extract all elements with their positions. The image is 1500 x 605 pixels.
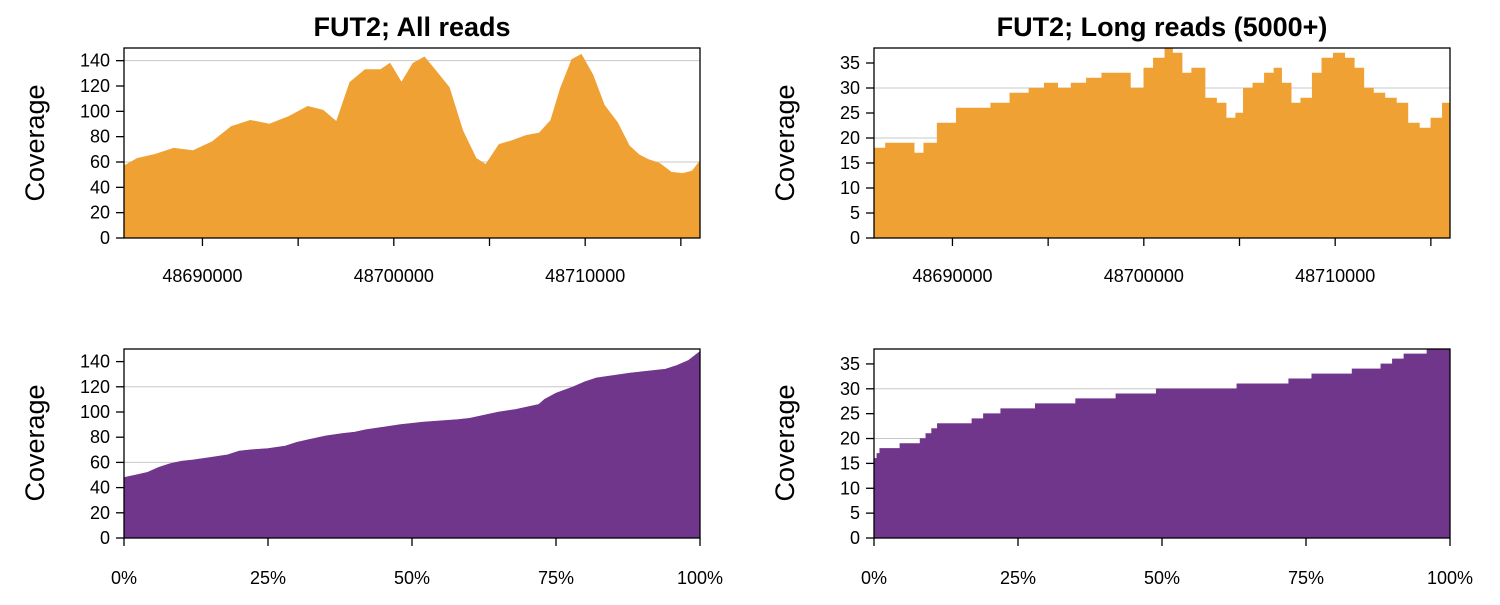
x-tick-label: 100% [677,568,723,588]
x-tick-label: 48700000 [1104,266,1184,286]
y-axis-label: Coverage [20,384,50,501]
coverage-area [124,54,700,238]
x-tick-label: 25% [250,568,286,588]
y-tick-label: 0 [850,528,860,548]
coverage-area [874,48,1450,238]
y-tick-label: 20 [90,503,110,523]
x-tick-label: 48710000 [1295,266,1375,286]
y-tick-label: 15 [840,153,860,173]
x-tick-label: 50% [394,568,430,588]
panel-all-reads-coverage: FUT2; All reads Coverage 0 20 40 60 80 100 120… [20,12,700,286]
y-tick-label: 120 [80,377,110,397]
sorted-coverage-area [124,352,700,538]
area-series [124,54,700,238]
y-tick-label: 5 [850,503,860,523]
y-tick-label: 35 [840,53,860,73]
y-ticks: 0 5 10 15 20 25 30 35 [840,53,874,248]
y-tick-label: 15 [840,453,860,473]
x-ticks: 0% 25% 50% 75% 100% [111,538,723,588]
y-tick-label: 100 [80,101,110,121]
y-tick-label: 80 [90,127,110,147]
y-tick-label: 10 [840,178,860,198]
panel-all-reads-sorted: Coverage 0 20 40 60 80 100 120 140 0% 25% 50% 75% 1… [20,349,723,588]
y-tick-label: 120 [80,76,110,96]
y-tick-label: 20 [840,429,860,449]
y-tick-label: 0 [100,528,110,548]
y-axis-label: Coverage [770,84,800,201]
y-ticks: 0 5 10 15 20 25 30 35 [840,354,874,548]
y-tick-label: 20 [90,203,110,223]
x-ticks: 48690000 48700000 48710000 [912,238,1430,286]
y-tick-label: 0 [850,228,860,248]
y-tick-label: 25 [840,404,860,424]
panel-title: FUT2; All reads [313,12,510,42]
panel-long-reads-coverage: FUT2; Long reads (5000+) Coverage 0 5 10 15… [770,12,1450,286]
y-tick-label: 40 [90,478,110,498]
y-axis-label: Coverage [770,384,800,501]
area-series [124,352,700,538]
x-tick-label: 25% [1000,568,1036,588]
y-tick-label: 40 [90,177,110,197]
x-tick-label: 75% [1288,568,1324,588]
x-tick-label: 48690000 [912,266,992,286]
y-tick-label: 100 [80,402,110,422]
area-series [874,48,1450,238]
x-tick-label: 48690000 [162,266,242,286]
x-tick-label: 0% [111,568,137,588]
y-tick-label: 60 [90,452,110,472]
y-tick-label: 30 [840,78,860,98]
x-ticks: 0% 25% 50% 75% 100% [861,538,1473,588]
x-ticks: 48690000 48700000 48710000 [162,238,680,286]
y-tick-label: 25 [840,103,860,123]
x-tick-label: 0% [861,568,887,588]
x-tick-label: 48700000 [354,266,434,286]
y-tick-label: 60 [90,152,110,172]
y-tick-label: 35 [840,354,860,374]
x-tick-label: 50% [1144,568,1180,588]
y-ticks: 0 20 40 60 80 100 120 140 [80,51,124,248]
y-ticks: 0 20 40 60 80 100 120 140 [80,352,124,548]
y-tick-label: 140 [80,51,110,71]
y-tick-label: 20 [840,128,860,148]
y-tick-label: 5 [850,203,860,223]
panel-title: FUT2; Long reads (5000+) [997,12,1328,42]
sorted-coverage-area [874,349,1450,538]
x-tick-label: 100% [1427,568,1473,588]
x-tick-label: 75% [538,568,574,588]
y-tick-label: 0 [100,228,110,248]
y-tick-label: 10 [840,478,860,498]
y-tick-label: 80 [90,427,110,447]
y-tick-label: 140 [80,352,110,372]
y-tick-label: 30 [840,379,860,399]
area-series [874,349,1450,538]
panel-long-reads-sorted: Coverage 0 5 10 15 20 25 30 35 0% 25% 50% 75% 100% [770,349,1473,588]
x-tick-label: 48710000 [545,266,625,286]
y-axis-label: Coverage [20,84,50,201]
